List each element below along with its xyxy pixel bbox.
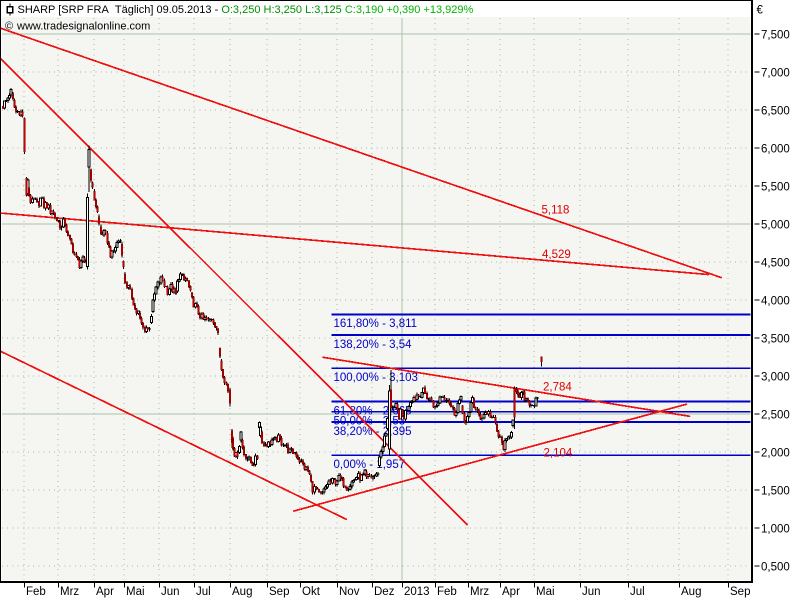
- svg-text:Jun: Jun: [161, 586, 180, 598]
- svg-text:2,784: 2,784: [543, 382, 572, 394]
- svg-text:5,118: 5,118: [542, 205, 570, 217]
- svg-text:Jul: Jul: [196, 586, 211, 598]
- svg-text:3,000: 3,000: [761, 372, 790, 384]
- svg-text:Apr: Apr: [96, 586, 114, 598]
- svg-text:2013: 2013: [404, 586, 430, 598]
- svg-text:SHARP [SRP FRA Täglich] 09.05: SHARP [SRP FRA Täglich] 09.05.2013 - O:3…: [18, 4, 474, 16]
- svg-text:Feb: Feb: [26, 586, 46, 598]
- svg-text:2,000: 2,000: [761, 448, 790, 460]
- svg-text:Mai: Mai: [536, 586, 555, 598]
- svg-text:4,500: 4,500: [761, 258, 790, 270]
- svg-text:Mai: Mai: [126, 586, 145, 598]
- svg-text:3,500: 3,500: [761, 334, 790, 346]
- svg-text:6,500: 6,500: [761, 106, 790, 118]
- svg-text:Sep: Sep: [269, 586, 289, 598]
- svg-text:5,000: 5,000: [761, 220, 790, 232]
- svg-text:1,000: 1,000: [761, 524, 790, 536]
- svg-text:©: ©: [5, 21, 13, 33]
- svg-text:Aug: Aug: [681, 586, 701, 598]
- svg-text:Apr: Apr: [502, 586, 520, 598]
- svg-text:7,500: 7,500: [761, 30, 790, 42]
- svg-text:Dez: Dez: [374, 586, 395, 598]
- svg-text:4,529: 4,529: [542, 249, 571, 261]
- svg-text:6,000: 6,000: [761, 144, 790, 156]
- svg-text:100,00% - 3,103: 100,00% - 3,103: [334, 372, 418, 384]
- svg-text:1,500: 1,500: [761, 486, 790, 498]
- svg-text:www.tradesignalonline.com: www.tradesignalonline.com: [16, 21, 150, 33]
- svg-text:2,104: 2,104: [544, 448, 573, 460]
- svg-text:161,80% - 3,811: 161,80% - 3,811: [334, 318, 418, 330]
- svg-text:5,500: 5,500: [761, 182, 790, 194]
- svg-text:Nov: Nov: [339, 586, 360, 598]
- svg-text:Jul: Jul: [630, 586, 645, 598]
- svg-text:Okt: Okt: [302, 586, 321, 598]
- svg-text:Feb: Feb: [437, 586, 457, 598]
- svg-text:0,500: 0,500: [761, 562, 790, 574]
- svg-text:7,000: 7,000: [761, 68, 790, 80]
- svg-text:0,00% - 1,957: 0,00% - 1,957: [334, 459, 406, 471]
- svg-text:€: €: [757, 5, 764, 17]
- svg-text:Sep: Sep: [730, 586, 750, 598]
- svg-text:38,20% - 2,395: 38,20% - 2,395: [334, 426, 412, 438]
- svg-text:Mrz: Mrz: [60, 586, 79, 598]
- svg-text:Jun: Jun: [582, 586, 601, 598]
- svg-text:2,500: 2,500: [761, 410, 790, 422]
- svg-text:138,20% - 3,54: 138,20% - 3,54: [334, 339, 413, 351]
- svg-text:Mrz: Mrz: [470, 586, 489, 598]
- svg-text:Aug: Aug: [232, 586, 252, 598]
- svg-text:4,000: 4,000: [761, 296, 790, 308]
